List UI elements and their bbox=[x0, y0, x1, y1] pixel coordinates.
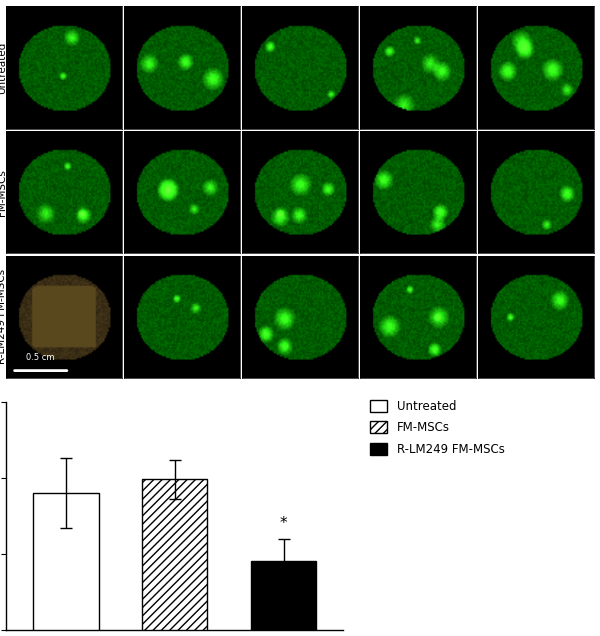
Y-axis label: Untreated: Untreated bbox=[0, 41, 7, 93]
Legend: Untreated, FM-MSCs, R-LM249 FM-MSCs: Untreated, FM-MSCs, R-LM249 FM-MSCs bbox=[366, 396, 508, 459]
Bar bbox=[251, 562, 316, 630]
Text: 0.5 cm: 0.5 cm bbox=[26, 353, 55, 362]
Bar bbox=[33, 493, 98, 630]
Y-axis label: FM-MSCs: FM-MSCs bbox=[0, 169, 7, 216]
Bar bbox=[142, 480, 208, 630]
Text: *: * bbox=[280, 516, 287, 531]
Y-axis label: R-LM249 FM-MSCs: R-LM249 FM-MSCs bbox=[0, 269, 7, 364]
